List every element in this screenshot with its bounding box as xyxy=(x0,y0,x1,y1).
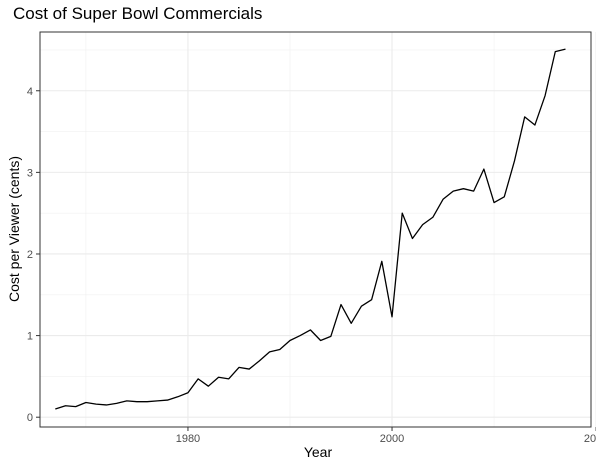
y-tick-label: 4 xyxy=(27,86,33,98)
y-tick-label: 3 xyxy=(27,167,33,179)
x-tick-label: 2000 xyxy=(380,433,404,445)
y-tick-label: 0 xyxy=(27,412,33,424)
chart-title: Cost of Super Bowl Commercials xyxy=(13,4,263,23)
plot-border xyxy=(39,31,592,428)
x-tick-label: 2020 xyxy=(584,433,596,445)
y-tick-label: 1 xyxy=(27,331,33,343)
x-tick-label: 1980 xyxy=(176,433,200,445)
series-line xyxy=(55,48,566,410)
y-tick-label: 2 xyxy=(27,249,33,261)
plot-panel xyxy=(40,32,591,427)
x-axis-label: Year xyxy=(303,444,333,460)
